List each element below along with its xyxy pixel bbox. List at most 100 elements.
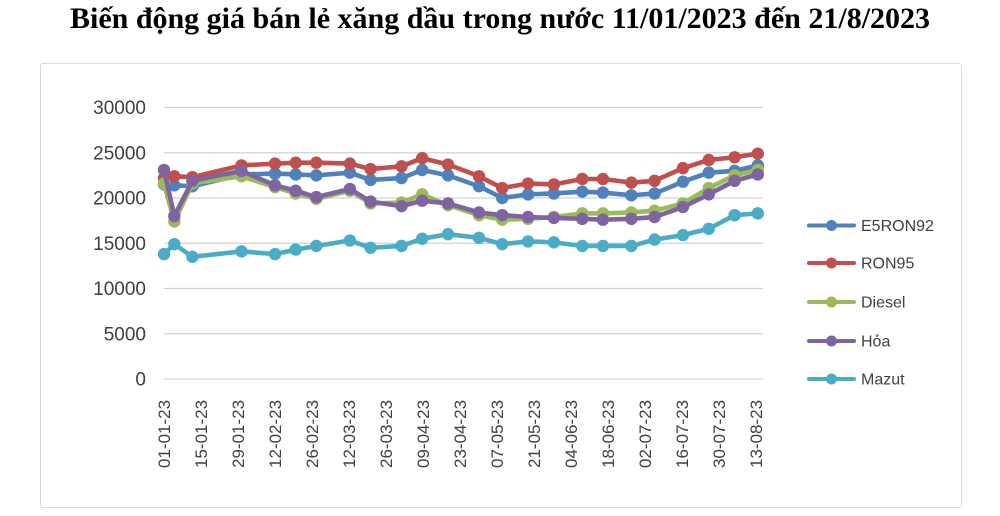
y-axis-tick-label: 0 — [135, 370, 146, 391]
legend-marker — [826, 296, 837, 308]
series-line-Mazut — [161, 211, 761, 260]
data-point-Mazut — [168, 237, 181, 251]
x-axis-tick-label: 09-04-23 — [414, 400, 433, 468]
data-point-Hỏa — [168, 209, 181, 223]
data-point-Hỏa — [625, 212, 638, 226]
data-point-Mazut — [676, 228, 690, 242]
data-point-Hỏa — [676, 200, 690, 214]
data-point-RON95 — [547, 178, 561, 191]
data-point-RON95 — [441, 158, 455, 171]
data-point-E5RON92 — [268, 167, 282, 180]
data-point-RON95 — [415, 151, 429, 165]
data-point-E5RON92 — [395, 171, 408, 185]
x-axis-tick-label: 12-02-23 — [266, 400, 285, 468]
x-axis-tick-label: 16-07-23 — [673, 400, 692, 468]
data-point-Hỏa — [576, 212, 589, 226]
data-point-E5RON92 — [547, 187, 561, 200]
x-axis-tick-label: 26-03-23 — [377, 400, 396, 468]
legend-marker — [826, 257, 837, 269]
x-axis-tick-label: 23-04-23 — [451, 400, 470, 468]
data-point-Hỏa — [186, 174, 199, 188]
data-point-Mazut — [576, 239, 589, 253]
data-point-Hỏa — [751, 168, 765, 181]
data-point-Hỏa — [472, 206, 486, 219]
data-point-RON95 — [289, 156, 302, 169]
x-axis-tick-label: 15-01-23 — [192, 400, 211, 468]
data-point-RON95 — [702, 153, 715, 167]
x-axis-tick-label: 18-06-23 — [599, 400, 618, 468]
data-point-E5RON92 — [576, 185, 589, 198]
x-axis-tick-label: 12-03-23 — [340, 400, 359, 468]
data-point-Hỏa — [496, 208, 509, 222]
data-point-RON95 — [364, 162, 377, 176]
data-point-E5RON92 — [364, 173, 377, 187]
x-axis-tick-label: 30-07-23 — [710, 400, 729, 468]
data-point-E5RON92 — [289, 168, 302, 181]
series-line-Hỏa — [161, 167, 761, 223]
data-point-Mazut — [625, 239, 638, 253]
data-point-Hỏa — [395, 199, 408, 213]
data-point-Hỏa — [364, 195, 377, 208]
data-point-RON95 — [648, 174, 661, 188]
y-axis-tick-label: 10000 — [93, 279, 146, 300]
data-point-Hỏa — [441, 197, 455, 210]
data-point-RON95 — [576, 172, 589, 186]
data-point-Mazut — [521, 235, 535, 248]
data-point-E5RON92 — [472, 180, 486, 193]
data-point-Mazut — [186, 250, 199, 264]
data-point-Mazut — [596, 239, 610, 253]
data-point-E5RON92 — [521, 188, 535, 201]
data-point-E5RON92 — [168, 179, 181, 192]
data-point-Mazut — [496, 237, 509, 251]
y-axis-tick-label: 5000 — [104, 324, 146, 345]
data-point-Mazut — [648, 233, 661, 246]
legend-marker — [826, 373, 837, 385]
x-axis-tick-label: 02-07-23 — [636, 400, 655, 468]
data-point-RON95 — [521, 177, 535, 190]
data-point-Mazut — [364, 241, 377, 254]
data-point-E5RON92 — [648, 187, 661, 200]
x-axis-tick-label: 07-05-23 — [488, 400, 507, 468]
data-point-Mazut — [310, 239, 323, 253]
y-axis-tick-label: 30000 — [93, 98, 146, 119]
price-line-chart-svg: 0 5000 10000 15000 20000 25000 30000 01-01-23 15… — [93, 98, 934, 468]
data-point-Hỏa — [310, 190, 323, 204]
data-point-E5RON92 — [310, 169, 323, 182]
data-point-Mazut — [268, 247, 282, 261]
data-point-RON95 — [268, 157, 282, 170]
data-point-RON95 — [596, 172, 610, 186]
data-point-RON95 — [625, 176, 638, 189]
data-point-Mazut — [702, 222, 715, 235]
data-point-Mazut — [472, 231, 486, 245]
chart-area: 0 5000 10000 15000 20000 25000 30000 01-01-23 15… — [40, 63, 962, 508]
y-axis-tick-label: 15000 — [93, 234, 146, 255]
data-point-Hỏa — [596, 213, 610, 226]
data-point-Hỏa — [415, 194, 429, 207]
data-point-Mazut — [728, 208, 741, 222]
x-axis-tick-label: 04-06-23 — [562, 400, 581, 468]
data-point-Mazut — [441, 228, 455, 241]
data-point-E5RON92 — [625, 189, 638, 202]
data-point-Mazut — [343, 234, 357, 247]
data-point-Hỏa — [702, 188, 715, 201]
y-axis-tick-label: 20000 — [93, 189, 146, 210]
legend-label-Mazut: Mazut — [861, 372, 905, 389]
data-point-Mazut — [415, 232, 429, 245]
legend-label-E5RON92: E5RON92 — [861, 218, 934, 235]
data-point-RON95 — [395, 160, 408, 173]
legend-label-Diesel: Diesel — [861, 295, 905, 312]
data-point-E5RON92 — [441, 169, 455, 182]
data-point-RON95 — [310, 156, 323, 169]
data-point-E5RON92 — [496, 191, 509, 205]
data-point-Mazut — [395, 239, 408, 253]
y-axis-tick-label: 25000 — [93, 143, 146, 164]
data-point-RON95 — [728, 151, 741, 164]
data-point-Hỏa — [268, 179, 282, 192]
data-point-Hỏa — [157, 163, 171, 177]
data-point-E5RON92 — [676, 175, 690, 188]
chart-title: Biến động giá bán lẻ xăng dầu trong nước… — [69, 2, 931, 35]
x-axis-tick-label: 21-05-23 — [525, 400, 544, 468]
data-point-RON95 — [676, 161, 690, 175]
data-point-Mazut — [235, 245, 248, 258]
